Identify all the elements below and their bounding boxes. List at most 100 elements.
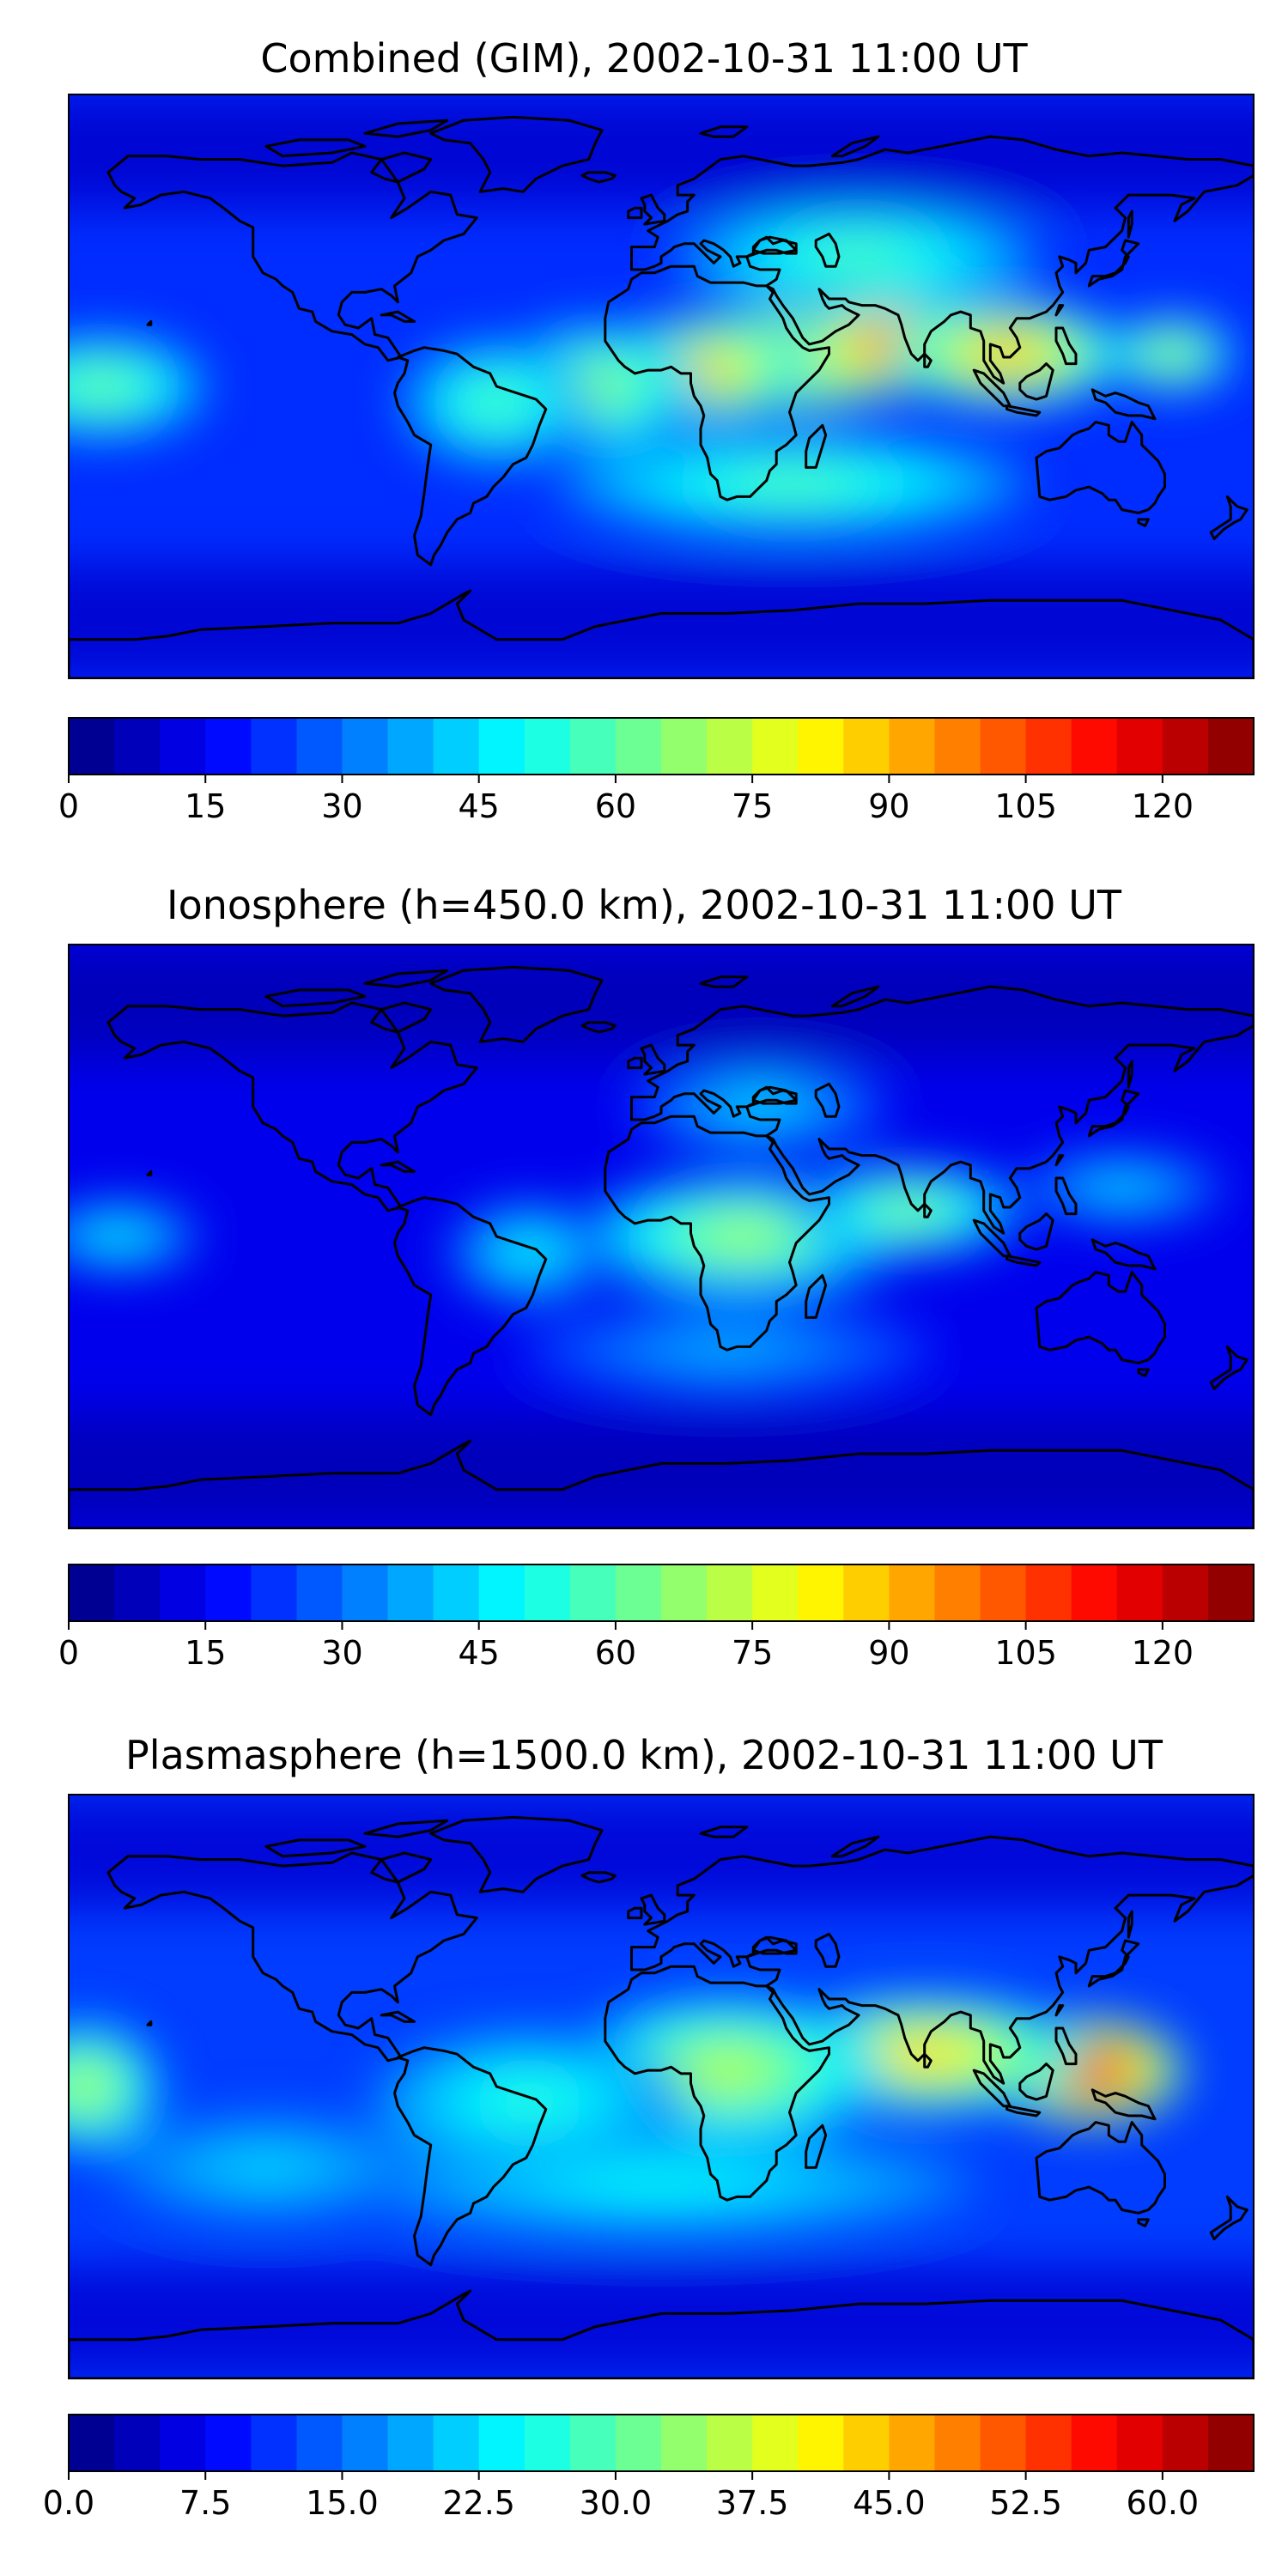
- colorbar-tick-label: 90: [868, 787, 909, 825]
- coastline-cuba: [380, 310, 416, 323]
- colorbar-segment: [1207, 718, 1255, 775]
- colorbar-segment: [1116, 2415, 1163, 2471]
- coastline-south-america: [393, 1196, 548, 1417]
- colorbar-segment: [1162, 2415, 1209, 2471]
- map-frame: [68, 94, 1255, 679]
- colorbar-segment: [798, 1564, 844, 1621]
- colorbar-segment: [387, 2415, 434, 2471]
- tec-feature: [69, 1200, 203, 1273]
- colorbar-segment: [980, 1564, 1027, 1621]
- colorbar-segment: [205, 2415, 252, 2471]
- coastline-british-isles: [640, 1893, 666, 1926]
- tec-feature: [69, 334, 207, 439]
- coastline-new-zealand: [1209, 2195, 1249, 2241]
- colorbar-segment: [296, 718, 343, 775]
- coastline-ireland: [627, 206, 643, 220]
- coastline-cuba: [380, 1160, 416, 1173]
- south-polar-band: [69, 1414, 1254, 1528]
- colorbar-segment: [889, 1564, 935, 1621]
- colorbar-segment: [1116, 718, 1163, 775]
- colorbar-tick-label: 60: [595, 787, 636, 825]
- colorbar-tick-label: 105: [994, 1634, 1057, 1672]
- colorbar-segment: [433, 718, 480, 775]
- colorbar-frame: [68, 2414, 1255, 2472]
- coastline-hawaii: [146, 2020, 153, 2026]
- coastline-ellesmere: [363, 969, 449, 988]
- colorbar-segment: [980, 718, 1027, 775]
- coastline-africa: [604, 1965, 830, 2202]
- coastline-indonesia-java: [1005, 2105, 1042, 2117]
- coastline-ireland: [627, 1906, 643, 1920]
- colorbar-plasmasphere: 0.0 7.5 15.0 22.5 30.0 37.5 45.0 52.5 60.0: [43, 2414, 1255, 2522]
- coastline-sakhalin: [1127, 1060, 1133, 1089]
- colorbar-tick-label: 22.5: [442, 2484, 515, 2522]
- colorbar-tick-label: 90: [868, 1634, 909, 1672]
- colorbar-tick-label: 45.0: [853, 2484, 926, 2522]
- colorbar-segment: [707, 1564, 753, 1621]
- colorbar-segment: [1071, 718, 1118, 775]
- coastline-south-america: [393, 346, 548, 567]
- colorbar-segment: [160, 718, 206, 775]
- coastline-arctic-islands: [264, 138, 367, 158]
- north-polar-band: [69, 945, 1254, 1059]
- tec-field: [69, 94, 1254, 678]
- colorbar-segment: [342, 1564, 389, 1621]
- tec-feature: [628, 1060, 892, 1154]
- colorbar-segment: [342, 718, 389, 775]
- colorbar-tick-label: 60.0: [1127, 2484, 1200, 2522]
- colorbar-segment: [433, 1564, 480, 1621]
- coastline-antarctica: [69, 1439, 1254, 1528]
- colorbar-segment: [980, 2415, 1027, 2471]
- colorbar-segment: [296, 2415, 343, 2471]
- coastline-sri-lanka: [923, 2052, 933, 2069]
- coastline-svalbard: [699, 975, 749, 988]
- colorbar-segment: [798, 718, 844, 775]
- tec-feature: [69, 2024, 160, 2149]
- colorbar-segment: [752, 2415, 799, 2471]
- coastline-caspian-sea: [814, 232, 841, 268]
- colorbar-segment: [524, 1564, 571, 1621]
- coastline-black-sea: [751, 235, 798, 255]
- coastline-new-guinea: [1091, 1238, 1157, 1271]
- colorbar-segment: [934, 718, 981, 775]
- colorbar-tick-label: 30.0: [580, 2484, 653, 2522]
- coastline-greenland: [429, 1815, 604, 1893]
- coastline-antarctica: [69, 2289, 1254, 2379]
- coastline-british-isles: [640, 1043, 666, 1076]
- coastline-baffin: [370, 1851, 433, 1884]
- coastline-north-america: [106, 1001, 478, 1212]
- colorbar-segment: [569, 1564, 617, 1621]
- north-polar-band: [69, 1795, 1254, 1909]
- tec-feature: [445, 1200, 614, 1305]
- colorbar-tick-label: 15: [185, 787, 226, 825]
- map-combined: [68, 94, 1255, 679]
- south-polar-band: [69, 564, 1254, 678]
- coastline-africa: [604, 1115, 830, 1352]
- colorbar-tick-label: 7.5: [179, 2484, 231, 2522]
- colorbar-frame: [68, 717, 1255, 775]
- panel-title-combined: Combined (GIM), 2002-10-31 11:00 UT: [260, 35, 1028, 82]
- coastline-black-sea: [751, 1935, 798, 1955]
- colorbar-segment: [387, 1564, 434, 1621]
- colorbar-tick-label: 75: [732, 1634, 773, 1672]
- colorbar-segment: [387, 718, 434, 775]
- colorbar-ionosphere: 0 15 30 45 60 75 90 105 120: [58, 1564, 1255, 1672]
- colorbar-segment: [205, 718, 252, 775]
- colorbar-segment: [478, 1564, 526, 1621]
- colorbar-segment: [889, 718, 935, 775]
- panel-plasmasphere: Plasmasphere (h=1500.0 km), 2002-10-31 1…: [43, 1732, 1255, 2522]
- colorbar-segment: [524, 2415, 571, 2471]
- coastlines: [69, 965, 1254, 1528]
- coastline-borneo: [1018, 1212, 1054, 1251]
- panel-combined: Combined (GIM), 2002-10-31 11:00 UT 0 15 3…: [58, 35, 1255, 825]
- colorbar-segment: [1207, 1564, 1255, 1621]
- colorbar-tick-label: 52.5: [989, 2484, 1062, 2522]
- colorbar-frame: [68, 1564, 1255, 1622]
- colorbar-segment: [1162, 718, 1209, 775]
- colorbar-segment: [114, 1564, 161, 1621]
- coastline-hawaii: [146, 319, 153, 326]
- coastline-australia: [1035, 1271, 1166, 1364]
- coastline-ellesmere: [363, 118, 449, 138]
- colorbar-combined: 0 15 30 45 60 75 90 105 120: [58, 717, 1255, 825]
- coastline-ireland: [627, 1056, 643, 1070]
